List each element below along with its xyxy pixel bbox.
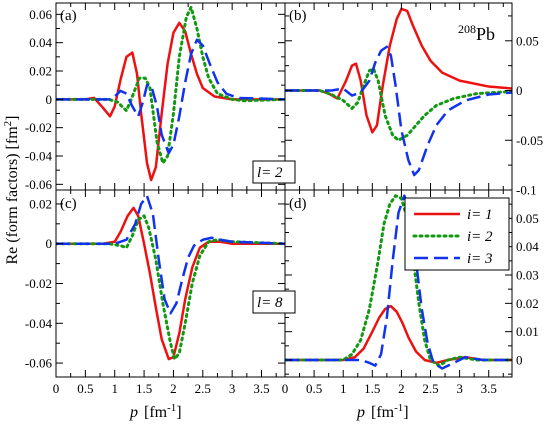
panel-label-c: (c) <box>60 196 77 212</box>
axis-ticks: -0.06 -0.04 -0.02 0 0.02 0.04 0.06 0.05 0 -0.05 -0… <box>25 3 543 396</box>
y-tick-label: 0.03 <box>516 268 539 283</box>
y-tick-label: 0.01 <box>516 324 539 339</box>
panel-b-series-2-line <box>285 67 512 142</box>
panel-label-d: (d) <box>289 196 307 212</box>
x-axis-title-right-symbol: p <box>356 404 365 421</box>
y-axis-title-text: Re (form factors) [fm <box>4 126 21 265</box>
y-tick-label: -0.06 <box>25 356 53 371</box>
x-tick-label: 3 <box>456 381 463 396</box>
panel-label-b: (b) <box>289 8 307 24</box>
x-tick-label: 0 <box>282 381 289 396</box>
x-axis-title-right-exp: -1 <box>394 402 403 414</box>
x-tick-label: 1.5 <box>364 381 380 396</box>
row-label-bottom: l= 8 <box>257 295 283 311</box>
panel-b-series <box>285 7 512 177</box>
y-tick-label: -0.1 <box>516 183 537 198</box>
panel-a-series-3-line <box>56 38 285 155</box>
x-tick-label: 1 <box>340 381 347 396</box>
panel-frame-d <box>284 189 513 378</box>
y-tick-label: 0.05 <box>516 211 539 226</box>
legend-label-1: i= 1 <box>467 207 493 223</box>
y-tick-label: 0.02 <box>516 296 539 311</box>
legend: i= 1 i= 2 i= 3 <box>404 197 510 271</box>
y-tick-label: 0 <box>46 236 53 251</box>
panel-label-a: (a) <box>60 8 77 24</box>
y-tick-label: 0.04 <box>29 35 52 50</box>
y-tick-label: 0.05 <box>516 33 539 48</box>
panel-a-series-1-line <box>56 21 285 182</box>
nucleus-mass: 208 <box>458 22 476 36</box>
y-tick-label: -0.04 <box>25 316 53 331</box>
x-axis-title-left: p [fm-1] <box>129 402 182 421</box>
legend-label-2: i= 2 <box>467 229 493 245</box>
x-tick-label: 3.5 <box>253 381 269 396</box>
x-tick-label: 3.5 <box>481 381 497 396</box>
x-axis-title-right: p [fm-1] <box>356 402 409 421</box>
x-tick-label: 0.5 <box>77 381 93 396</box>
panel-b-series-1-line <box>285 7 512 134</box>
panel-b-series-3-line <box>285 45 512 177</box>
x-tick-label: 0 <box>53 381 60 396</box>
y-axis-title-close: ] <box>4 116 21 121</box>
x-tick-label: 2.5 <box>195 381 211 396</box>
x-axis-title-right-unit: [fm <box>371 404 395 421</box>
y-tick-label: -0.04 <box>25 149 53 164</box>
y-tick-label: 0 <box>516 353 523 368</box>
x-axis-title-left-exp: -1 <box>167 402 176 414</box>
x-axis-title-left-unit: [fm <box>144 404 168 421</box>
panel-c-series-3-line <box>56 194 285 315</box>
nucleus-symbol: Pb <box>476 24 495 44</box>
row-label-bottom-eq: = 8 <box>261 295 283 311</box>
panel-c-series-2-line <box>56 214 285 361</box>
y-axis-title: Re (form factors) [fm2] <box>2 116 21 265</box>
y-axis-title-exp: 2 <box>2 121 14 127</box>
y-tick-label: -0.02 <box>25 120 52 135</box>
row-label-box-top <box>252 160 296 184</box>
x-axis-title-left-close: ] <box>176 404 181 421</box>
legend-label-3: i= 3 <box>467 251 493 267</box>
y-tick-label: -0.02 <box>25 276 52 291</box>
x-tick-label: 2.5 <box>422 381 438 396</box>
x-tick-label: 2 <box>398 381 405 396</box>
row-label-top-eq: = 2 <box>261 165 283 181</box>
x-tick-label: 3 <box>229 381 236 396</box>
y-tick-label: 0 <box>46 92 53 107</box>
nucleus-label: 208Pb <box>458 22 495 44</box>
row-label-top: l= 2 <box>257 165 283 181</box>
y-tick-label: 0.06 <box>29 7 52 22</box>
row-label-bottom-l: l <box>257 295 261 311</box>
y-tick-label: -0.06 <box>25 177 53 192</box>
y-tick-label: 0.02 <box>29 64 52 79</box>
x-tick-label: 0.5 <box>306 381 322 396</box>
y-tick-label: 0 <box>516 83 523 98</box>
y-tick-label: 0.02 <box>29 196 52 211</box>
y-tick-label: 0.04 <box>516 239 539 254</box>
panel-a-series-2-line <box>56 5 285 165</box>
x-tick-label: 1.5 <box>136 381 152 396</box>
panel-c-series <box>56 194 285 361</box>
panel-c-series-1-line <box>56 206 285 361</box>
panel-a-series <box>56 5 285 182</box>
x-axis-title-left-symbol: p <box>129 404 138 421</box>
row-label-box-bottom <box>252 290 296 314</box>
x-tick-label: 2 <box>170 381 177 396</box>
x-tick-label: 1 <box>111 381 118 396</box>
panel-d-series-2-line <box>285 194 512 368</box>
y-tick-label: -0.05 <box>516 133 543 148</box>
row-label-top-l: l <box>257 165 261 181</box>
panel-d-series-1-line <box>285 304 512 365</box>
x-axis-title-right-close: ] <box>403 404 408 421</box>
